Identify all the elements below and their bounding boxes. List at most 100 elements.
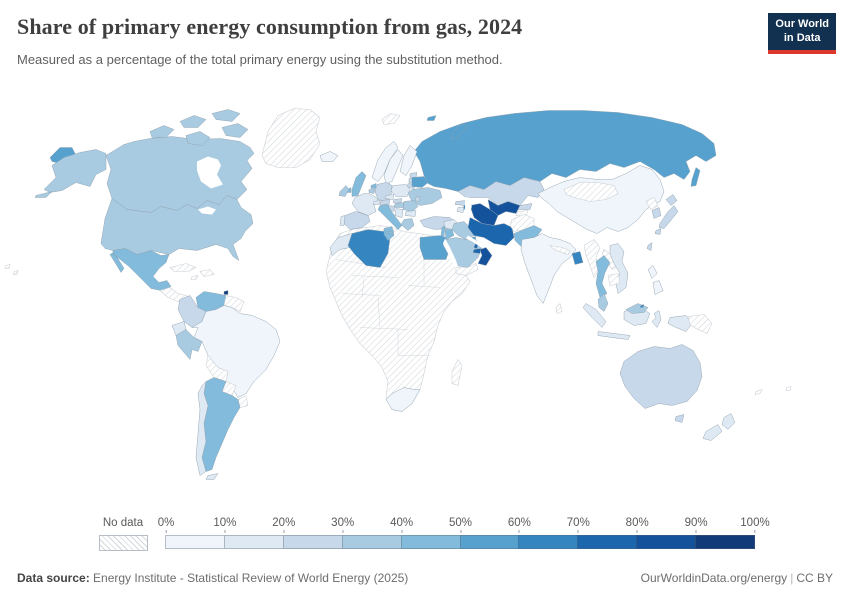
island-arctic-2[interactable]: [179, 115, 207, 128]
country-kyrgyzstan[interactable]: [517, 203, 533, 210]
island-nz-south[interactable]: [702, 424, 723, 441]
island-tierra-del-fuego[interactable]: [205, 473, 219, 480]
footer-license-link[interactable]: CC BY: [796, 571, 833, 585]
island-pacific-1[interactable]: [4, 264, 11, 269]
country-south-korea[interactable]: [651, 207, 662, 219]
country-uae[interactable]: [472, 248, 482, 254]
country-georgia[interactable]: [454, 200, 467, 206]
island-arctic-3[interactable]: [211, 109, 241, 122]
island-kyushu[interactable]: [654, 228, 662, 235]
legend-cell[interactable]: [518, 535, 579, 549]
island-arctic-5[interactable]: [185, 131, 211, 146]
country-italy[interactable]: [377, 204, 403, 230]
island-hokkaido[interactable]: [665, 194, 678, 206]
country-portugal[interactable]: [339, 215, 346, 226]
country-papua-new-guinea[interactable]: [687, 314, 713, 334]
country-bangladesh[interactable]: [571, 251, 584, 265]
legend-cell[interactable]: [223, 535, 284, 549]
island-franz-josef[interactable]: [426, 115, 437, 121]
country-norway[interactable]: [371, 141, 399, 182]
country-spain[interactable]: [343, 211, 371, 230]
country-hungary[interactable]: [393, 202, 405, 208]
island-honshu[interactable]: [658, 205, 679, 229]
country-mongolia[interactable]: [563, 182, 619, 202]
island-sulawesi[interactable]: [651, 310, 662, 328]
island-new-caledonia[interactable]: [754, 389, 763, 395]
country-jamaica[interactable]: [190, 275, 199, 280]
country-brunei[interactable]: [639, 304, 645, 308]
island-novaya-zemlya[interactable]: [451, 123, 469, 140]
legend-cell[interactable]: [695, 535, 756, 549]
country-bulgaria[interactable]: [404, 210, 417, 217]
country-taiwan[interactable]: [646, 242, 653, 251]
country-mexico[interactable]: [109, 248, 172, 291]
country-serbia[interactable]: [394, 208, 404, 218]
country-usa-alaska[interactable]: [34, 149, 107, 198]
country-slovakia[interactable]: [392, 198, 403, 203]
country-vietnam[interactable]: [609, 243, 629, 294]
country-usa[interactable]: [100, 195, 254, 262]
country-austria[interactable]: [379, 199, 391, 205]
country-belgium[interactable]: [368, 189, 376, 194]
country-south-africa[interactable]: [385, 387, 421, 412]
country-turkmenistan[interactable]: [469, 203, 499, 226]
country-moldova[interactable]: [414, 196, 421, 202]
country-algeria[interactable]: [347, 229, 391, 268]
country-sri-lanka[interactable]: [555, 302, 563, 314]
country-greece[interactable]: [400, 218, 415, 231]
island-fiji[interactable]: [785, 386, 792, 391]
country-thailand[interactable]: [595, 255, 611, 298]
legend-cell[interactable]: [636, 535, 697, 549]
country-romania[interactable]: [402, 200, 419, 212]
country-kazakhstan[interactable]: [457, 177, 545, 206]
island-java[interactable]: [597, 331, 631, 340]
island-pacific-2[interactable]: [12, 270, 19, 275]
country-netherlands[interactable]: [370, 183, 377, 189]
country-oman[interactable]: [477, 247, 493, 266]
island-tasmania[interactable]: [674, 414, 685, 423]
island-arctic-1[interactable]: [149, 125, 175, 138]
country-iceland[interactable]: [319, 151, 339, 162]
country-israel[interactable]: [440, 225, 446, 238]
country-finland[interactable]: [399, 145, 418, 176]
legend-cell[interactable]: [577, 535, 638, 549]
country-trinidad-and-tobago[interactable]: [223, 290, 229, 295]
country-india[interactable]: [520, 233, 577, 304]
island-sicily[interactable]: [386, 230, 395, 235]
country-poland[interactable]: [390, 184, 411, 197]
country-ireland[interactable]: [338, 185, 350, 197]
country-myanmar[interactable]: [583, 239, 601, 279]
country-egypt[interactable]: [419, 235, 449, 260]
footer-site-link[interactable]: OurWorldinData.org/energy: [640, 571, 788, 585]
country-france[interactable]: [351, 193, 379, 216]
country-armenia[interactable]: [456, 207, 465, 213]
country-yemen[interactable]: [455, 263, 479, 276]
country-africa-nodata[interactable]: [325, 225, 471, 412]
country-united-kingdom[interactable]: [346, 171, 367, 197]
no-data-swatch[interactable]: [99, 535, 148, 551]
country-iran[interactable]: [467, 217, 515, 246]
island-nz-north[interactable]: [721, 413, 736, 430]
country-estonia[interactable]: [409, 172, 418, 178]
country-madagascar[interactable]: [451, 358, 463, 386]
owid-logo[interactable]: Our World in Data: [768, 13, 836, 54]
country-chile[interactable]: [195, 380, 209, 476]
country-peru[interactable]: [175, 329, 203, 360]
legend-cell[interactable]: [459, 535, 520, 549]
country-cuba[interactable]: [169, 263, 197, 272]
country-svalbard[interactable]: [381, 113, 401, 125]
country-cambodia[interactable]: [607, 273, 621, 286]
island-hispaniola[interactable]: [199, 269, 215, 277]
country-nepal[interactable]: [549, 245, 571, 255]
island-sakhalin[interactable]: [690, 167, 701, 187]
country-australia[interactable]: [619, 344, 703, 409]
legend-cell[interactable]: [165, 535, 225, 549]
legend-cell[interactable]: [341, 535, 402, 549]
country-greenland[interactable]: [261, 108, 321, 168]
country-malaysia-peninsula[interactable]: [597, 293, 609, 312]
country-russia[interactable]: [413, 110, 717, 192]
island-arctic-4[interactable]: [221, 123, 249, 138]
country-switzerland[interactable]: [372, 200, 381, 205]
island-sumatra[interactable]: [582, 303, 607, 328]
country-belarus[interactable]: [411, 176, 429, 188]
